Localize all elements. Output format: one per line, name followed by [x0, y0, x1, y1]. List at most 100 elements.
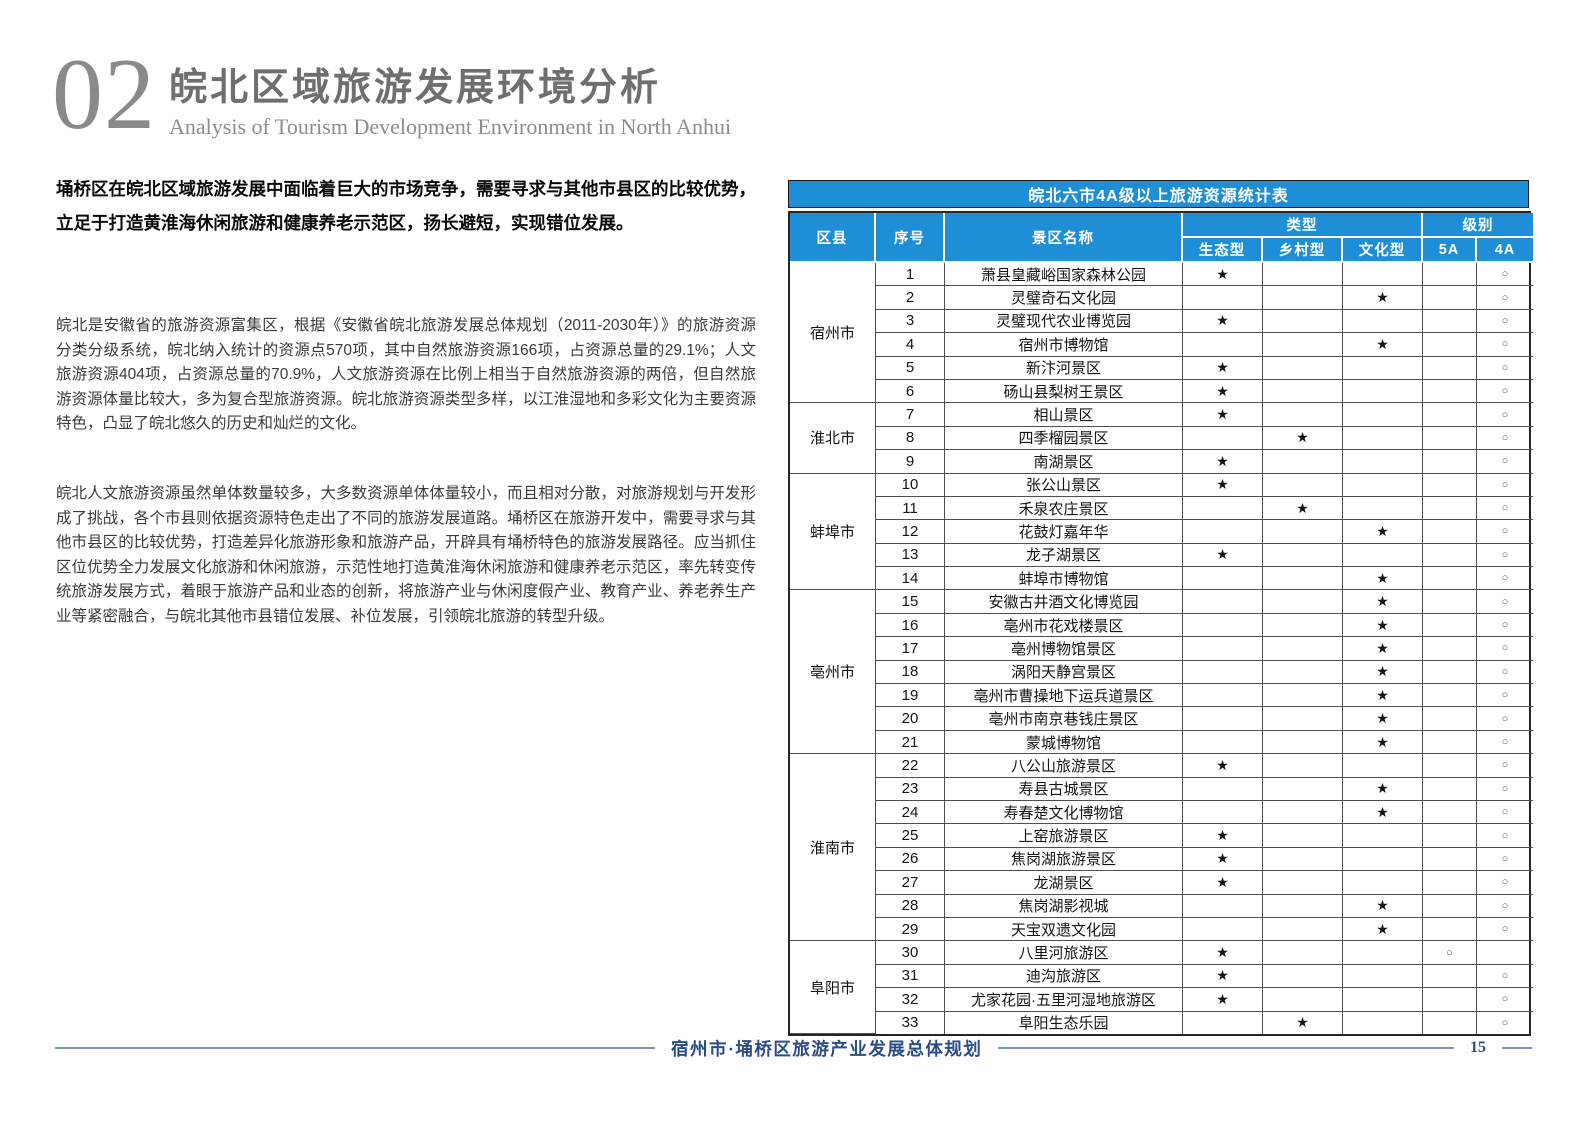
- index-cell: 29: [876, 917, 945, 942]
- table-row: 12 花鼓灯嘉年华 ★ ○: [790, 520, 1533, 544]
- type-mark-cell: ★: [1343, 894, 1423, 918]
- index-cell: 2: [876, 286, 945, 310]
- scenic-name-cell: 上窑旅游景区: [945, 824, 1183, 848]
- level-mark-cell: ○: [1477, 661, 1533, 685]
- type-mark-cell: ★: [1343, 637, 1423, 661]
- level-mark-cell: ○: [1477, 380, 1533, 404]
- col-header-type-village: 乡村型: [1263, 238, 1343, 263]
- type-mark-cell: [1343, 426, 1423, 451]
- scenic-name-cell: 亳州市曹操地下运兵道景区: [945, 684, 1183, 708]
- type-mark-cell: ★: [1183, 379, 1263, 404]
- type-mark-cell: [1183, 1011, 1263, 1034]
- type-mark-cell: ★: [1343, 684, 1423, 708]
- index-cell: 30: [876, 941, 945, 965]
- level-mark-cell: ○: [1477, 801, 1533, 825]
- type-mark-cell: [1263, 286, 1343, 310]
- level-mark-cell: ○: [1477, 520, 1533, 544]
- type-mark-cell: [1263, 941, 1343, 965]
- scenic-name-cell: 迪沟旅游区: [945, 964, 1183, 989]
- col-header-name: 景区名称: [945, 213, 1183, 263]
- level-mark-cell: [1423, 356, 1477, 380]
- type-mark-cell: [1263, 379, 1343, 404]
- scenic-name-cell: 萧县皇藏峪国家森林公园: [945, 263, 1183, 287]
- district-cell: 淮北市: [790, 403, 876, 474]
- level-mark-cell: [1423, 964, 1477, 989]
- type-mark-cell: [1343, 263, 1423, 287]
- type-mark-cell: [1263, 403, 1343, 427]
- type-mark-cell: [1183, 426, 1263, 451]
- index-cell: 20: [876, 707, 945, 731]
- level-mark-cell: ○: [1477, 778, 1533, 801]
- type-mark-cell: [1183, 777, 1263, 801]
- level-mark-cell: ○: [1477, 731, 1533, 755]
- type-mark-cell: [1263, 309, 1343, 334]
- district-cell: 阜阳市: [790, 941, 876, 1034]
- table-row: 14 蚌埠市博物馆 ★ ○: [790, 567, 1533, 591]
- scenic-name-cell: 焦岗湖旅游景区: [945, 847, 1183, 872]
- scenic-name-cell: 尤家花园·五里河湿地旅游区: [945, 988, 1183, 1012]
- level-mark-cell: ○: [1477, 427, 1533, 451]
- type-mark-cell: [1183, 660, 1263, 685]
- type-mark-cell: [1183, 613, 1263, 638]
- level-mark-cell: [1423, 543, 1477, 568]
- level-mark-cell: [1423, 800, 1477, 825]
- scenic-name-cell: 四季榴园景区: [945, 426, 1183, 451]
- level-mark-cell: ○: [1477, 848, 1533, 872]
- table-row: 24 寿春楚文化博物馆 ★ ○: [790, 800, 1533, 825]
- table-row: 蚌埠市 10 张公山景区 ★ ○: [790, 473, 1533, 591]
- type-mark-cell: ★: [1183, 824, 1263, 848]
- scenic-name-cell: 相山景区: [945, 403, 1183, 427]
- type-mark-cell: ★: [1343, 520, 1423, 544]
- level-mark-cell: [1423, 450, 1477, 474]
- type-mark-cell: ★: [1343, 730, 1423, 755]
- type-mark-cell: [1183, 800, 1263, 825]
- type-mark-cell: [1343, 450, 1423, 474]
- scenic-name-cell: 亳州市花戏楼景区: [945, 613, 1183, 638]
- section-titles: 皖北区域旅游发展环境分析 Analysis of Tourism Develop…: [169, 67, 731, 142]
- table-row: 4 宿州市博物馆 ★ ○: [790, 333, 1533, 357]
- type-mark-cell: [1343, 988, 1423, 1012]
- resource-table: 区县 序号 景区名称 类型 级别 生态型 乡村型 文化型 5A 4A 宿州市 1 萧…: [788, 211, 1533, 1036]
- level-mark-cell: [1423, 988, 1477, 1012]
- index-cell: 8: [876, 426, 945, 451]
- type-mark-cell: [1263, 263, 1343, 287]
- scenic-name-cell: 灵璧现代农业博览园: [945, 309, 1183, 334]
- level-mark-cell: [1423, 1011, 1477, 1034]
- footer-doc-title: 宿州市·埇桥区旅游产业发展总体规划: [671, 1038, 983, 1059]
- type-mark-cell: ★: [1183, 543, 1263, 568]
- type-mark-cell: [1183, 707, 1263, 731]
- scenic-name-cell: 寿春楚文化博物馆: [945, 800, 1183, 825]
- type-mark-cell: ★: [1183, 964, 1263, 989]
- district-cell: 淮南市: [790, 754, 876, 942]
- type-mark-cell: [1263, 917, 1343, 942]
- level-mark-cell: [1477, 941, 1533, 965]
- col-header-level-4a: 4A: [1477, 238, 1533, 263]
- scenic-name-cell: 八公山旅游景区: [945, 754, 1183, 778]
- index-cell: 13: [876, 543, 945, 568]
- level-mark-cell: [1423, 637, 1477, 661]
- type-mark-cell: [1263, 730, 1343, 755]
- table-row: 13 龙子湖景区 ★ ○: [790, 543, 1533, 568]
- level-mark-cell: [1423, 590, 1477, 614]
- index-cell: 6: [876, 379, 945, 404]
- level-mark-cell: [1423, 894, 1477, 918]
- level-mark-cell: ○: [1477, 895, 1533, 918]
- type-mark-cell: ★: [1343, 590, 1423, 614]
- type-mark-cell: ★: [1343, 707, 1423, 731]
- index-cell: 21: [876, 730, 945, 755]
- type-mark-cell: [1343, 941, 1423, 965]
- type-mark-cell: [1183, 917, 1263, 942]
- type-mark-cell: ★: [1343, 286, 1423, 310]
- type-mark-cell: ★: [1183, 309, 1263, 334]
- district-cell: 宿州市: [790, 263, 876, 404]
- level-mark-cell: ○: [1477, 544, 1533, 568]
- col-header-index: 序号: [876, 213, 945, 263]
- table-row: 31 迪沟旅游区 ★ ○: [790, 964, 1533, 989]
- index-cell: 19: [876, 684, 945, 708]
- table-row: 18 涡阳天静宫景区 ★ ○: [790, 660, 1533, 685]
- body-paragraph-1: 皖北是安徽省的旅游资源富集区，根据《安徽省皖北旅游发展总体规划（2011-203…: [56, 317, 756, 433]
- type-mark-cell: ★: [1263, 496, 1343, 521]
- index-cell: 33: [876, 1011, 945, 1034]
- index-cell: 12: [876, 520, 945, 544]
- scenic-name-cell: 安徽古井酒文化博览园: [945, 590, 1183, 614]
